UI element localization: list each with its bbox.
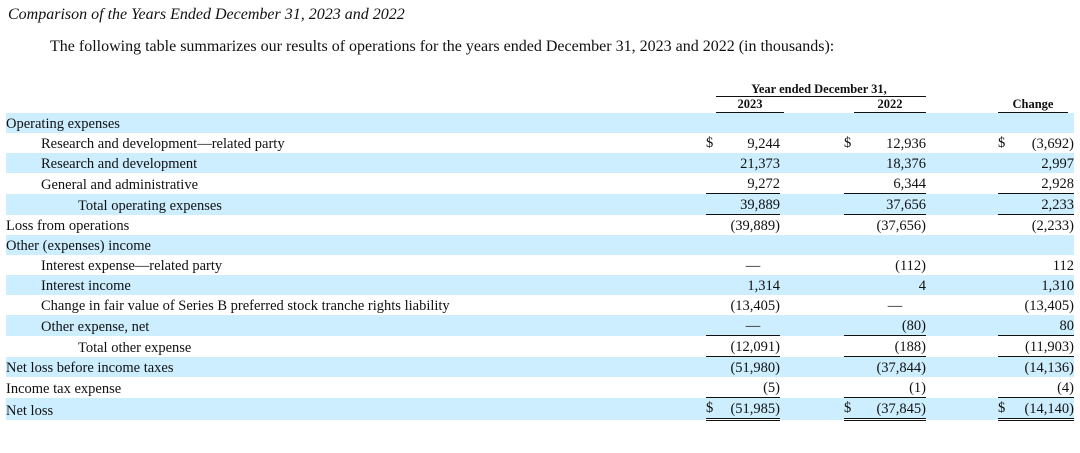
table-row: Change in fair value of Series B preferr… xyxy=(6,295,1074,315)
table-row: Net loss before income taxes (51,980) (3… xyxy=(6,356,1074,377)
table-row: Total other expense (12,091) (188) (11,9… xyxy=(6,335,1074,357)
column-header-change: Change xyxy=(998,97,1068,113)
cell-2022: 18,376 xyxy=(844,153,926,173)
row-label: Total operating expenses xyxy=(6,193,706,215)
intro-paragraph: The following table summarizes our resul… xyxy=(50,38,835,55)
cell-2022: 37,656 xyxy=(844,193,926,215)
row-label: Interest income xyxy=(6,275,706,295)
table-row: Operating expenses xyxy=(6,113,1074,133)
cell-2023: (5) xyxy=(706,377,780,398)
cell-change: 2,233 xyxy=(998,193,1074,215)
dollar-sign: $ xyxy=(706,135,714,151)
row-label: Research and development xyxy=(6,153,706,173)
cell-2022: $12,936 xyxy=(844,135,926,152)
cell-2023: 9,272 xyxy=(706,173,780,194)
cell-2023: 1,314 xyxy=(706,275,780,295)
cell-2022: 6,344 xyxy=(844,173,926,194)
dollar-sign: $ xyxy=(998,400,1006,416)
cell-2023: 39,889 xyxy=(706,193,780,215)
row-label: Interest expense—related party xyxy=(41,258,223,274)
row-label: Change in fair value of Series B preferr… xyxy=(41,298,450,314)
row-label: Research and development—related party xyxy=(41,136,285,152)
column-group-header: Year ended December 31, xyxy=(751,82,887,96)
column-header-2023: 2023 xyxy=(716,97,784,113)
cell-change: $ (3,692) xyxy=(998,135,1074,152)
row-label: Other expense, net xyxy=(6,315,706,336)
cell-change: (4) xyxy=(998,377,1074,398)
cell-change: 2,997 xyxy=(998,153,1074,173)
cell-2022: (1) xyxy=(844,377,926,398)
dollar-sign: $ xyxy=(706,400,714,416)
table-row: Loss from operations (39,889) (37,656) (… xyxy=(6,215,1074,236)
cell-2022: 4 xyxy=(844,275,926,295)
table-row: Total operating expenses 39,889 37,656 2… xyxy=(6,193,1074,215)
cell-change: (11,903) xyxy=(998,335,1074,357)
cell-change: 1,310 xyxy=(998,275,1074,295)
dollar-sign: $ xyxy=(844,400,852,416)
cell-2022: (37,656) xyxy=(876,218,926,234)
cell-2023: $ (51,985) xyxy=(706,397,780,421)
row-label: Other (expenses) income xyxy=(6,235,706,255)
cell-2022: — xyxy=(887,298,903,314)
cell-2022: $ (37,845) xyxy=(844,397,926,421)
column-header-2022: 2022 xyxy=(854,97,926,113)
table-row: Research and development—related party $… xyxy=(6,133,1074,153)
cell-2023: (12,091) xyxy=(706,335,780,357)
table-row: General and administrative 9,272 6,344 2… xyxy=(6,173,1074,194)
results-of-operations-table: Operating expenses Research and developm… xyxy=(6,113,1074,421)
column-group-rule xyxy=(716,96,926,97)
row-label: Net loss xyxy=(6,397,706,420)
cell-change: 2,928 xyxy=(998,173,1074,194)
cell-2023: 21,373 xyxy=(706,153,780,173)
table-row: Other (expenses) income xyxy=(6,235,1074,255)
cell-change: 112 xyxy=(1052,258,1074,274)
table-row: Interest income 1,314 4 1,310 xyxy=(6,275,1074,295)
table-row: Research and development 21,373 18,376 2… xyxy=(6,153,1074,173)
table-row: Net loss $ (51,985) $ (37,845) $ (14,140) xyxy=(6,397,1074,421)
cell-change: (2,233) xyxy=(1031,218,1074,234)
cell-2023: — xyxy=(745,258,761,274)
table-row: Interest expense—related party — (112) 1… xyxy=(6,255,1074,275)
cell-change: 80 xyxy=(998,315,1074,336)
cell-2023: — xyxy=(706,315,780,336)
cell-2022: (112) xyxy=(895,258,926,274)
row-label: Operating expenses xyxy=(6,113,706,133)
row-label: Income tax expense xyxy=(6,380,122,397)
cell-2022: (37,844) xyxy=(844,356,926,377)
dollar-sign: $ xyxy=(844,135,852,151)
cell-2022: (80) xyxy=(844,315,926,336)
row-label: Net loss before income taxes xyxy=(6,356,706,377)
row-label: Loss from operations xyxy=(6,218,130,234)
cell-change: (14,136) xyxy=(998,356,1074,377)
cell-change: (13,405) xyxy=(1024,298,1074,314)
cell-2022: (188) xyxy=(844,335,926,357)
cell-2023: (13,405) xyxy=(730,298,780,314)
table-row: Income tax expense (5) (1) (4) xyxy=(6,377,1074,398)
row-label: General and administrative xyxy=(41,176,199,193)
table-row: Other expense, net — (80) 80 xyxy=(6,315,1074,336)
row-label: Total other expense xyxy=(78,339,192,356)
cell-change: $ (14,140) xyxy=(998,397,1074,421)
section-heading: Comparison of the Years Ended December 3… xyxy=(8,6,405,23)
cell-2023: $9,244 xyxy=(706,135,780,152)
dollar-sign: $ xyxy=(998,135,1006,151)
cell-2023: (51,980) xyxy=(706,356,780,377)
cell-2023: (39,889) xyxy=(730,218,780,234)
